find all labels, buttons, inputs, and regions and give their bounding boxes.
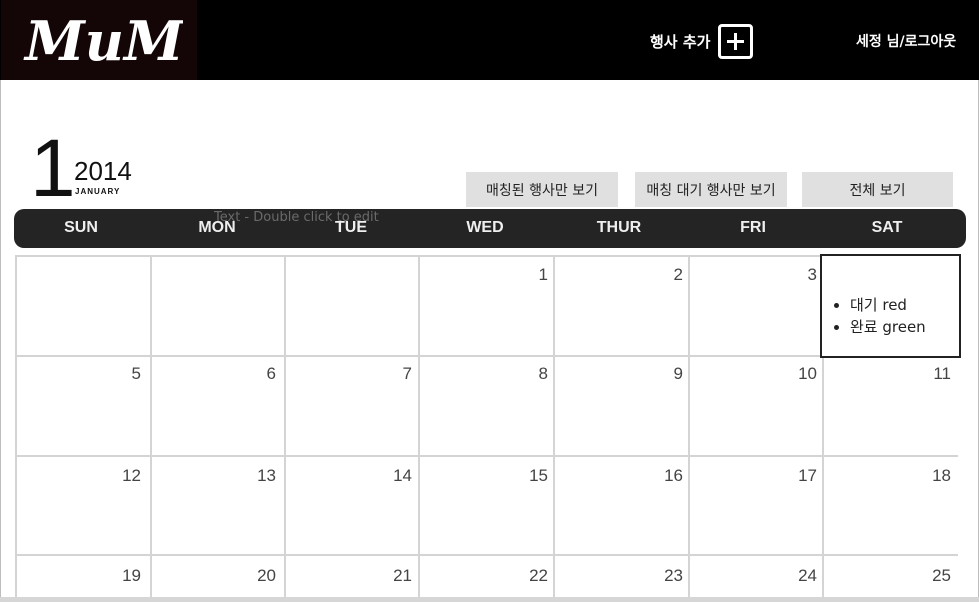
logo[interactable]: MuMa bbox=[1, 0, 197, 80]
grid-row-line bbox=[17, 355, 958, 357]
legend-list: 대기 red 완료 green bbox=[850, 294, 926, 338]
day-cell-date[interactable]: 1 bbox=[538, 265, 548, 284]
day-cell-date[interactable]: 24 bbox=[798, 566, 817, 585]
grid-row-line bbox=[17, 455, 958, 457]
weekday-bar bbox=[14, 209, 966, 248]
grid-col-line bbox=[418, 257, 420, 602]
day-cell-date[interactable]: 17 bbox=[798, 466, 817, 485]
legend-item-pending: 대기 red bbox=[850, 294, 926, 316]
day-cell-date[interactable]: 20 bbox=[257, 566, 276, 585]
filter-pending-button[interactable]: 매칭 대기 행사만 보기 bbox=[635, 172, 787, 207]
day-cell-date[interactable]: 19 bbox=[122, 566, 141, 585]
filter-all-button[interactable]: 전체 보기 bbox=[802, 172, 953, 207]
day-cell-date[interactable]: 11 bbox=[933, 364, 951, 383]
grid-col-line bbox=[284, 257, 286, 602]
day-cell-date[interactable]: 18 bbox=[932, 466, 951, 485]
top-header: MuMa 행사 추가 세정 님/로그아웃 bbox=[0, 0, 979, 80]
day-cell-date[interactable]: 23 bbox=[664, 566, 683, 585]
weekday-tue: TUE bbox=[335, 219, 367, 236]
day-cell-date[interactable]: 7 bbox=[402, 364, 412, 383]
grid-col-line bbox=[688, 257, 690, 602]
grid-col-line bbox=[150, 257, 152, 602]
day-cell-date[interactable]: 6 bbox=[266, 364, 276, 383]
weekday-thur: THUR bbox=[596, 219, 642, 236]
logo-wordmark: MuMa bbox=[23, 9, 183, 73]
day-cell-date[interactable]: 21 bbox=[393, 566, 412, 585]
filter-matched-button[interactable]: 매칭된 행사만 보기 bbox=[466, 172, 618, 207]
day-cell-date[interactable]: 9 bbox=[673, 364, 683, 383]
day-cell-date[interactable]: 3 bbox=[807, 265, 817, 284]
weekday-mon: MON bbox=[198, 219, 236, 236]
grid-row-line bbox=[17, 554, 958, 556]
day-cell-date[interactable]: 2 bbox=[673, 265, 683, 284]
grid-col-line bbox=[553, 257, 555, 602]
day-cell-date[interactable]: 15 bbox=[529, 466, 548, 485]
day-cell-date[interactable]: 10 bbox=[798, 364, 817, 383]
add-event-label[interactable]: 행사 추가 bbox=[650, 33, 711, 51]
month-name: JANUARY bbox=[75, 187, 121, 196]
weekday-fri: FRI bbox=[740, 219, 766, 236]
month-number: 1 bbox=[30, 123, 76, 214]
add-event-plus-icon[interactable] bbox=[718, 24, 753, 59]
day-cell-date[interactable]: 25 bbox=[932, 566, 951, 585]
day-cell-date[interactable]: 12 bbox=[122, 466, 141, 485]
bottom-scroll-strip bbox=[0, 597, 979, 602]
weekday-sun: SUN bbox=[64, 219, 98, 236]
weekday-sat: SAT bbox=[871, 219, 903, 236]
calendar-grid: 1 2 3 5 6 7 8 9 10 11 12 13 14 15 16 17 … bbox=[15, 255, 958, 602]
day-cell-date[interactable]: 16 bbox=[664, 466, 683, 485]
day-cell-date[interactable]: 22 bbox=[529, 566, 548, 585]
day-cell-date[interactable]: 8 bbox=[538, 364, 548, 383]
placeholder-text[interactable]: Text - Double click to edit bbox=[214, 210, 379, 225]
status-legend: 대기 red 완료 green bbox=[820, 254, 961, 358]
user-logout-link[interactable]: 세정 님/로그아웃 bbox=[856, 34, 957, 50]
day-cell-date[interactable]: 13 bbox=[257, 466, 276, 485]
weekday-wed: WED bbox=[466, 219, 504, 236]
legend-item-done: 완료 green bbox=[850, 316, 926, 338]
grid-col-line bbox=[822, 257, 824, 602]
day-cell-date[interactable]: 14 bbox=[393, 466, 412, 485]
day-cell-date[interactable]: 5 bbox=[131, 364, 141, 383]
logo-text: MuMa bbox=[23, 9, 183, 73]
year-label: 2014 bbox=[74, 156, 132, 186]
